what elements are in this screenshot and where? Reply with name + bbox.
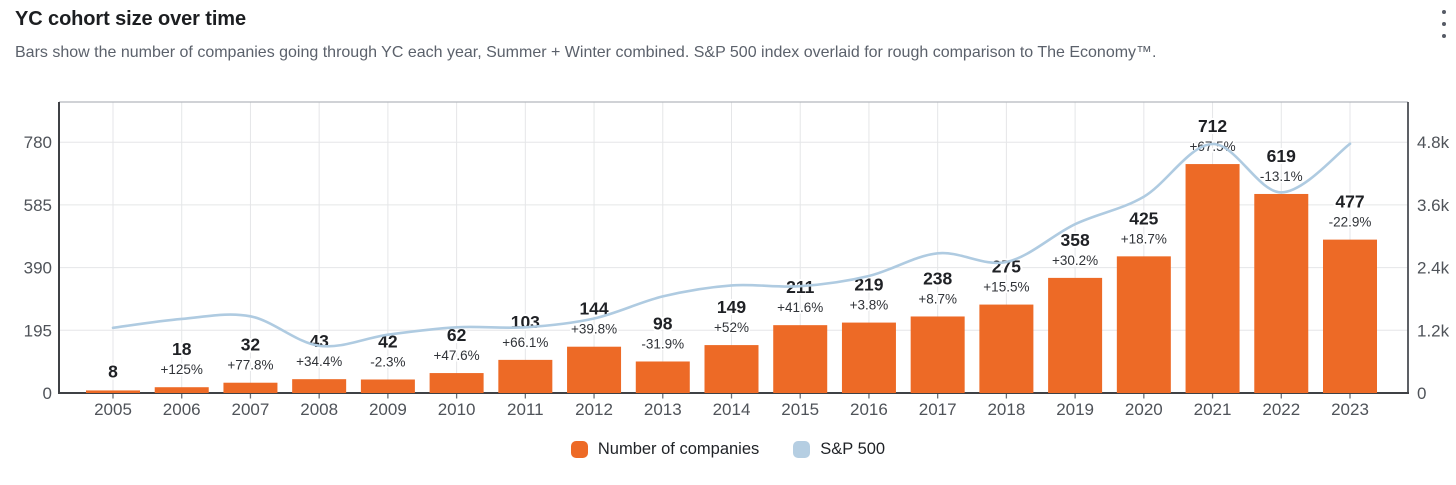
bar-2012[interactable]	[567, 346, 622, 393]
x-axis-year-label: 2010	[438, 400, 476, 419]
bar-2010[interactable]	[429, 373, 484, 393]
x-axis-year-label: 2020	[1125, 400, 1163, 419]
x-axis-year-label: 2006	[163, 400, 201, 419]
bar-pct-label: +15.5%	[983, 280, 1029, 295]
bar-value-label: 477	[1335, 192, 1364, 212]
bar-pct-label: +67.5%	[1189, 139, 1235, 154]
y-axis-left-label: 0	[43, 384, 52, 403]
bar-2020[interactable]	[1116, 256, 1171, 393]
x-axis-year-label: 2009	[369, 400, 407, 419]
bar-2014[interactable]	[704, 345, 759, 393]
bar-value-label: 32	[241, 335, 261, 355]
bar-value-label: 18	[172, 339, 192, 359]
kebab-dot	[1442, 22, 1446, 26]
bar-2019[interactable]	[1048, 277, 1103, 393]
bar-pct-label: +125%	[161, 362, 203, 377]
bar-value-label: 238	[923, 268, 952, 288]
bar-value-label: 712	[1198, 116, 1227, 136]
sp500-line	[111, 142, 1352, 348]
bar-2016[interactable]	[841, 322, 896, 393]
kebab-dot	[1442, 34, 1446, 38]
bar-pct-label: +18.7%	[1121, 231, 1167, 246]
legend-item-sp500[interactable]: S&P 500	[793, 440, 885, 459]
x-axis-year-label: 2017	[919, 400, 957, 419]
bar-2013[interactable]	[635, 361, 690, 393]
x-axis-year-label: 2014	[713, 400, 751, 419]
bar-2021[interactable]	[1185, 164, 1240, 393]
sp500-swatch-icon	[793, 441, 811, 458]
x-axis-year-label: 2022	[1262, 400, 1300, 419]
bar-value-label: 425	[1129, 208, 1158, 228]
chart-subtitle: Bars show the number of companies going …	[15, 44, 1157, 61]
companies-swatch-icon	[570, 441, 588, 458]
bar-pct-label: +41.6%	[777, 300, 823, 315]
x-axis-year-label: 2021	[1194, 400, 1232, 419]
x-axis-year-label: 2011	[507, 400, 544, 419]
bar-pct-label: -2.3%	[370, 354, 405, 369]
bar-pct-label: +34.4%	[296, 354, 342, 369]
chart-legend: Number of companies S&P 500	[0, 440, 1456, 459]
bar-pct-label: -31.9%	[641, 336, 684, 351]
bar-2022[interactable]	[1254, 193, 1309, 393]
x-axis-year-label: 2005	[94, 400, 132, 419]
y-axis-right-label: 0	[1417, 384, 1426, 403]
bar-2005[interactable]	[86, 390, 140, 393]
x-axis-year-label: 2015	[781, 400, 819, 419]
bar-pct-label: +66.1%	[502, 335, 548, 350]
y-axis-left-label: 585	[24, 196, 52, 215]
x-axis-year-label: 2018	[987, 400, 1025, 419]
bar-pct-label: -13.1%	[1260, 169, 1303, 184]
bar-2017[interactable]	[910, 316, 965, 393]
legend-item-companies[interactable]: Number of companies	[570, 440, 760, 459]
x-axis-year-label: 2023	[1331, 400, 1369, 419]
y-axis-right-label: 1.2k	[1417, 321, 1450, 340]
x-axis-year-label: 2012	[575, 400, 613, 419]
bar-pct-label: +77.8%	[227, 358, 273, 373]
bar-pct-label: +3.8%	[850, 298, 889, 313]
yc-cohort-chart: 818+125%32+77.8%43+34.4%42-2.3%62+47.6%1…	[24, 101, 1450, 419]
bar-2011[interactable]	[498, 359, 553, 393]
x-axis-year-label: 2019	[1056, 400, 1094, 419]
bar-pct-label: -22.9%	[1329, 215, 1372, 230]
legend-label: S&P 500	[820, 440, 886, 458]
bar-2023[interactable]	[1323, 239, 1377, 393]
bar-value-label: 43	[309, 331, 329, 351]
bar-2008[interactable]	[292, 379, 347, 393]
bar-value-label: 8	[108, 361, 118, 381]
kebab-menu-icon[interactable]	[1436, 10, 1452, 38]
x-axis-year-label: 2016	[850, 400, 888, 419]
bar-value-label: 358	[1061, 230, 1090, 250]
y-axis-left-label: 195	[24, 321, 52, 340]
bar-value-label: 62	[447, 325, 467, 345]
y-axis-right-label: 3.6k	[1417, 196, 1450, 215]
kebab-dot	[1442, 10, 1446, 14]
bar-pct-label: +30.2%	[1052, 253, 1098, 268]
bar-value-label: 149	[717, 297, 746, 317]
bar-value-label: 98	[653, 313, 673, 333]
bar-pct-label: +39.8%	[571, 322, 617, 337]
y-axis-left-label: 780	[24, 133, 52, 152]
bar-pct-label: +52%	[714, 320, 749, 335]
bar-2007[interactable]	[223, 382, 278, 393]
y-axis-right-label: 2.4k	[1417, 259, 1450, 278]
x-axis-year-label: 2008	[300, 400, 338, 419]
bar-2015[interactable]	[773, 325, 828, 393]
bar-value-label: 619	[1267, 146, 1296, 166]
bar-pct-label: +47.6%	[434, 348, 480, 363]
x-axis-year-label: 2013	[644, 400, 682, 419]
bar-2009[interactable]	[360, 379, 415, 393]
chart-header: YC cohort size over time Bars show the n…	[15, 8, 1441, 62]
y-axis-left-label: 390	[24, 259, 52, 278]
legend-label: Number of companies	[597, 440, 760, 458]
y-axis-right-label: 4.8k	[1417, 133, 1450, 152]
page-title: YC cohort size over time	[15, 8, 246, 30]
bar-2006[interactable]	[154, 387, 209, 393]
x-axis-year-label: 2007	[232, 400, 270, 419]
bar-2018[interactable]	[979, 304, 1034, 393]
bar-pct-label: +8.7%	[918, 291, 957, 306]
